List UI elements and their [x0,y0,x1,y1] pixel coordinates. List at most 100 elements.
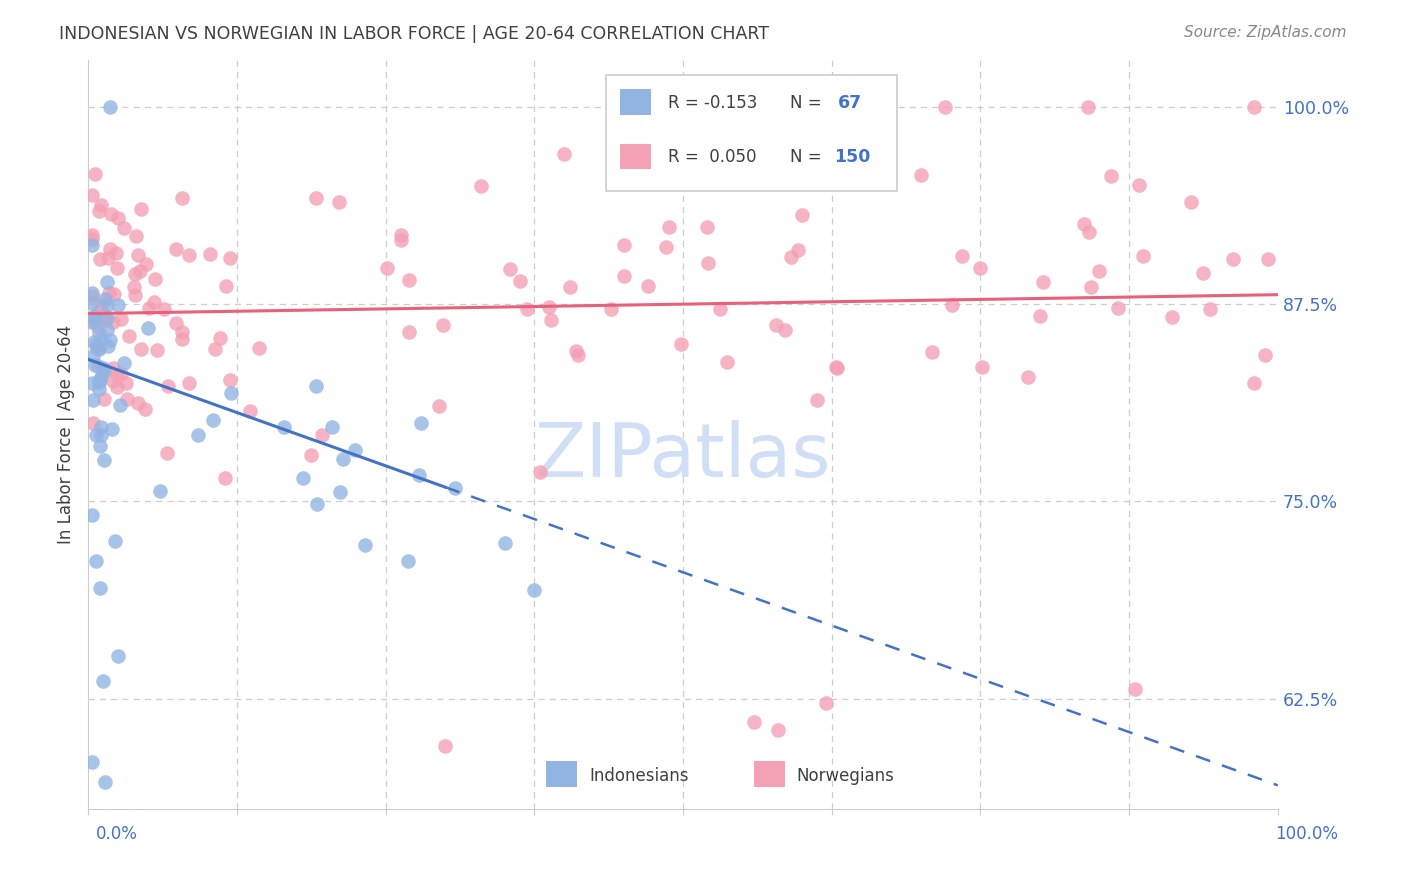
FancyBboxPatch shape [606,75,897,191]
Point [80,227,103,242]
Point [87,383,110,397]
Point [553,147,575,161]
Point [613,238,636,252]
Point [86,428,108,442]
Point [105,260,128,275]
Point [127,396,149,410]
Point [107,648,129,663]
Point [654,240,676,254]
Point [105,368,128,382]
Text: 0.0%: 0.0% [96,825,138,843]
Point [97,251,120,265]
Text: 67: 67 [838,94,862,112]
Point [780,250,803,264]
Point [768,723,790,738]
Point [179,248,201,262]
Point [1191,266,1213,280]
Point [969,260,991,275]
Point [82,349,104,363]
Point [696,219,718,234]
Point [143,294,166,309]
Point [200,246,222,260]
Point [1028,309,1050,323]
Text: N =: N = [790,148,821,166]
Point [1032,275,1054,289]
Point [1254,348,1277,362]
Point [215,278,238,293]
Point [143,272,166,286]
Point [1199,302,1222,317]
Y-axis label: In Labor Force | Age 20-64: In Labor Force | Age 20-64 [58,325,75,544]
Point [398,326,420,340]
Point [89,341,111,355]
Point [100,207,122,221]
Point [93,362,115,376]
Text: 100.0%: 100.0% [1275,825,1339,843]
Point [219,386,242,401]
Point [697,256,720,270]
Point [375,261,398,276]
Point [800,174,823,188]
Point [90,297,112,311]
Point [219,373,242,387]
Point [790,208,813,222]
Point [389,233,412,247]
Point [87,359,110,373]
Point [775,323,797,337]
Point [149,483,172,498]
Point [165,316,187,330]
Point [118,329,141,343]
Point [1077,225,1099,239]
Point [1073,217,1095,231]
Point [218,252,240,266]
Point [129,202,152,216]
Point [89,581,111,595]
Point [115,376,138,391]
Text: Norwegians: Norwegians [796,767,894,785]
Point [80,237,103,252]
Point [94,775,117,789]
Point [90,420,112,434]
Point [765,318,787,332]
Point [86,305,108,319]
Point [129,343,152,357]
Point [273,419,295,434]
Point [134,402,156,417]
Point [124,287,146,301]
Point [354,538,377,552]
Point [135,257,157,271]
Point [499,262,522,277]
Point [93,292,115,306]
Point [110,312,132,326]
Point [187,427,209,442]
Point [600,301,623,316]
Point [806,392,828,407]
Point [1128,178,1150,192]
Point [84,554,107,568]
Point [179,376,201,391]
Point [540,312,562,326]
Point [89,373,111,387]
Point [82,416,104,430]
Point [427,399,450,413]
Point [321,420,343,434]
Point [94,312,117,326]
Point [84,359,107,373]
Point [567,348,589,362]
Point [825,360,848,375]
Point [172,191,194,205]
Point [1088,264,1111,278]
Point [934,100,956,114]
Point [80,315,103,329]
Point [529,465,551,479]
Point [910,168,932,182]
Point [1076,100,1098,114]
Point [103,286,125,301]
Point [96,298,118,312]
Point [444,481,467,495]
Point [941,298,963,312]
Point [115,392,138,406]
Point [669,337,692,351]
Point [90,370,112,384]
Point [165,242,187,256]
